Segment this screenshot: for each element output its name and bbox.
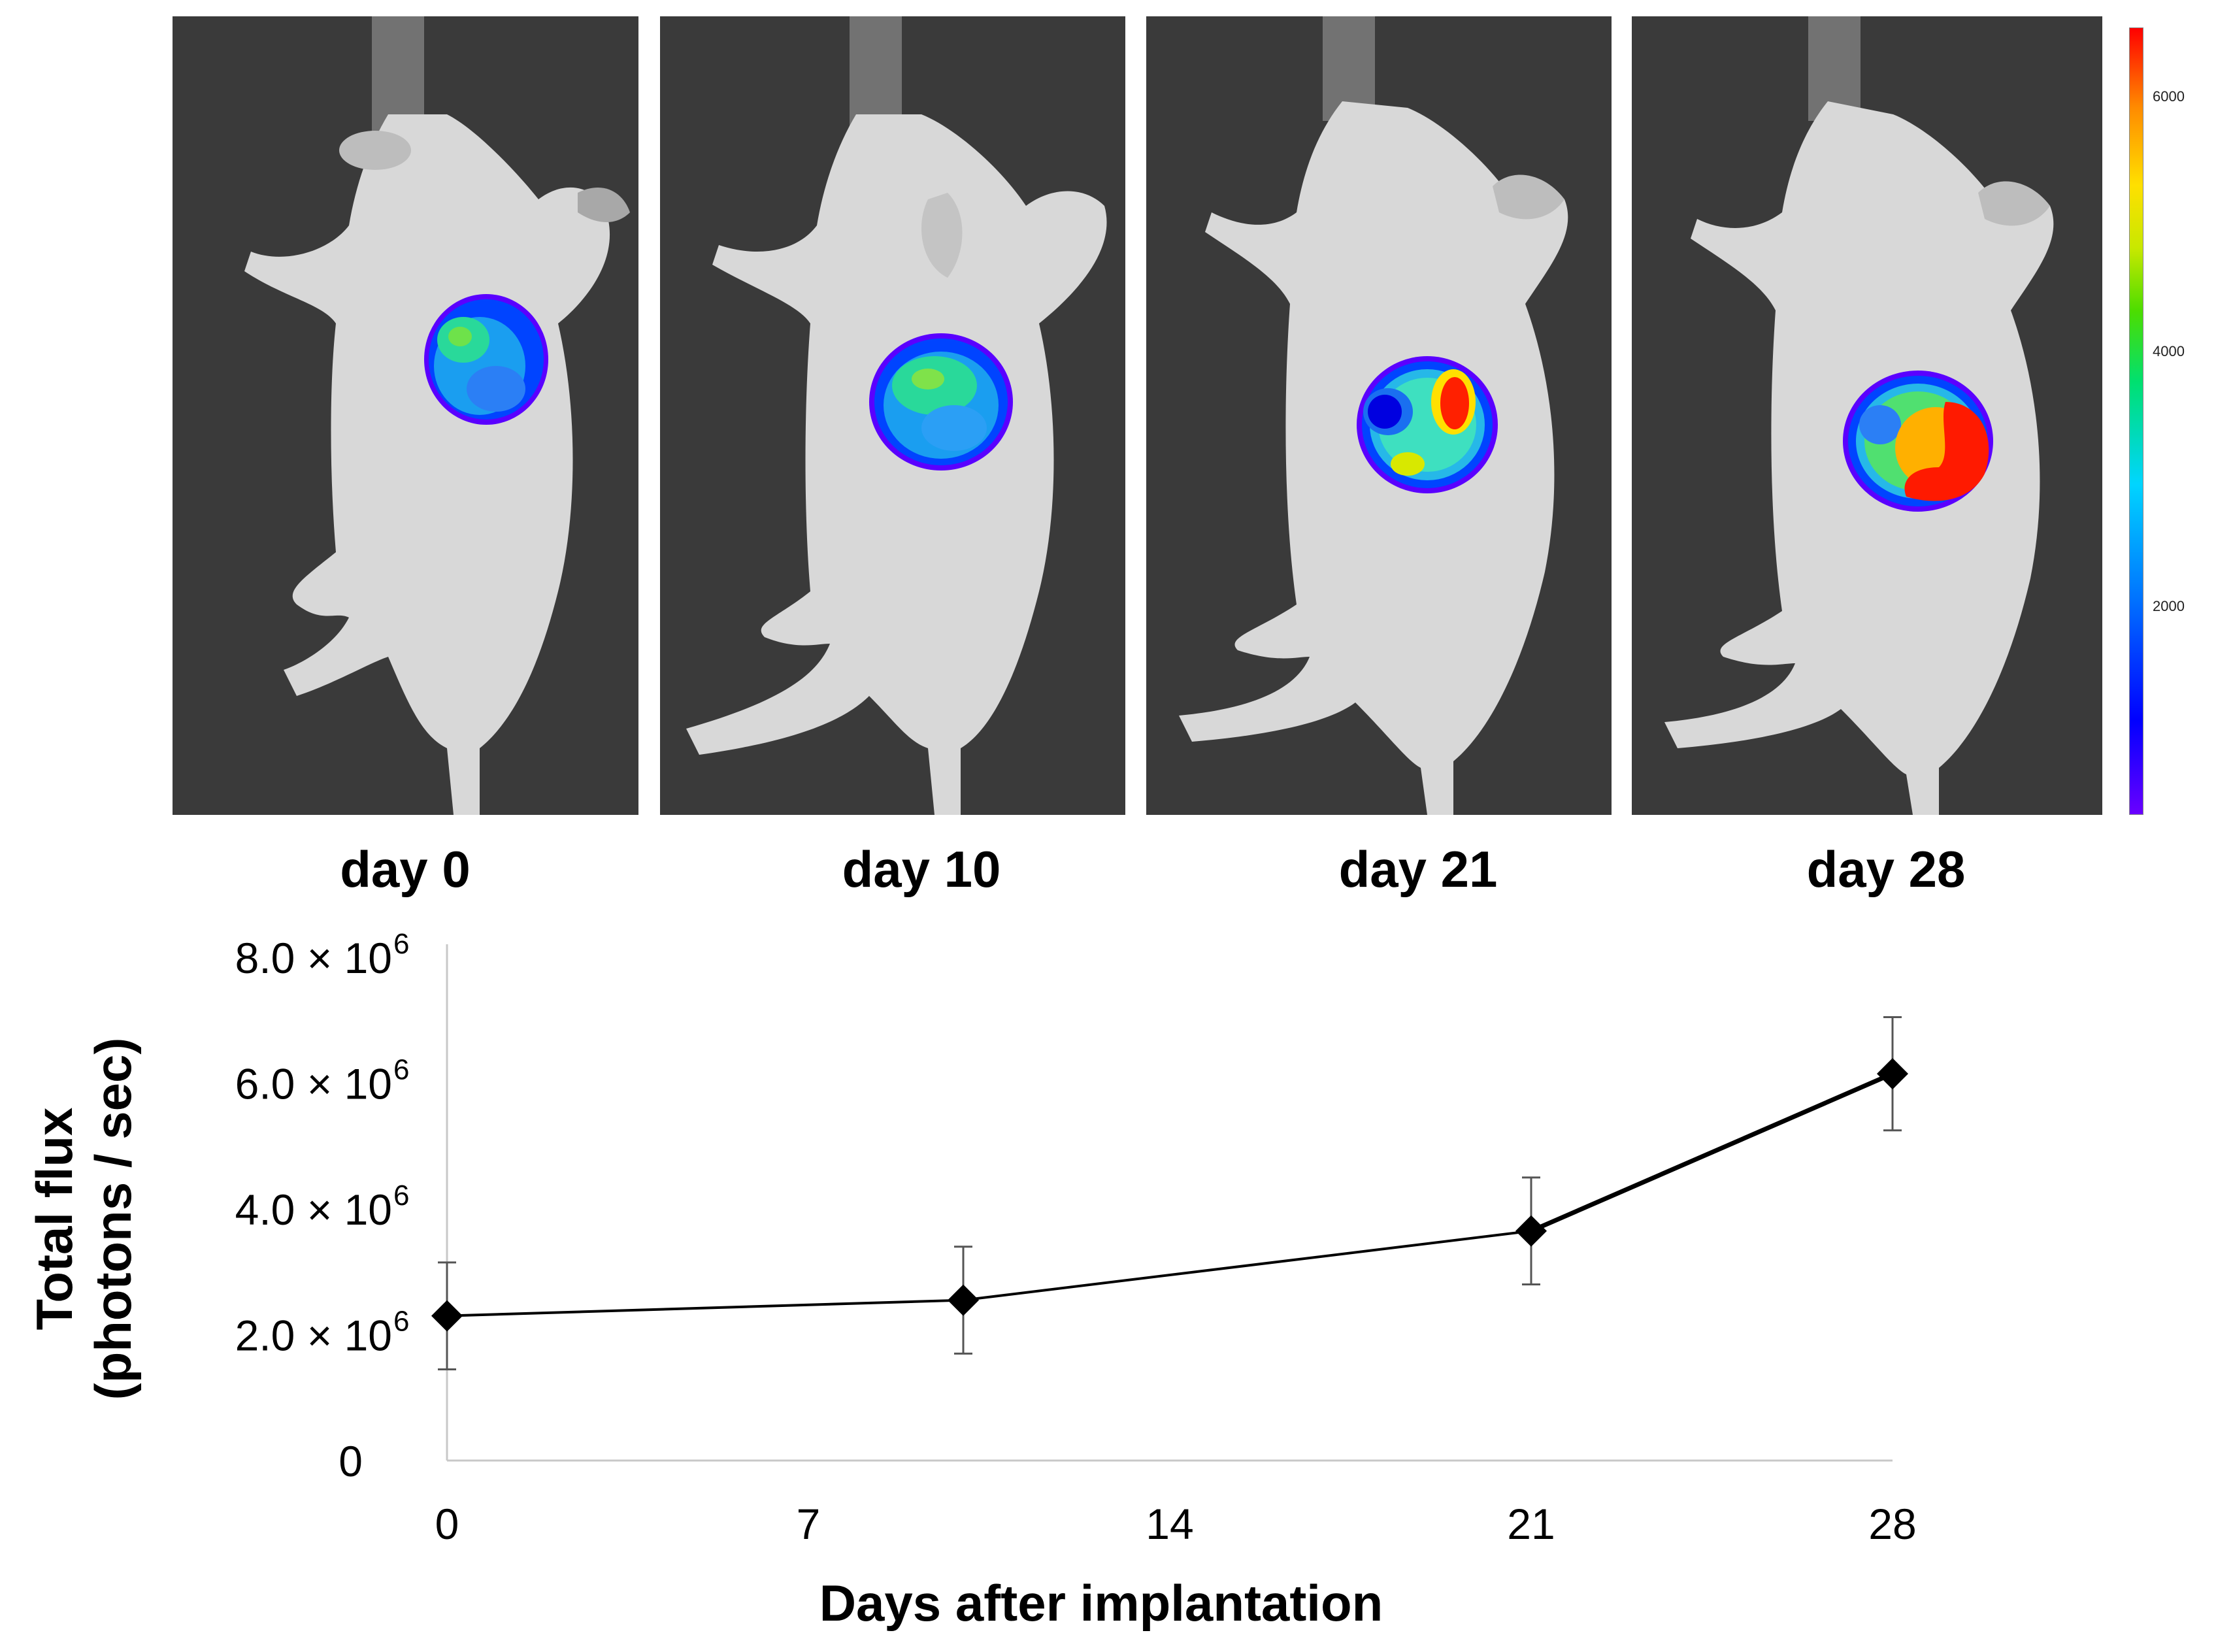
day-label: day 21 xyxy=(1338,840,1498,898)
x-tick-label: 7 xyxy=(797,1500,821,1548)
data-point-marker xyxy=(1877,1058,1908,1090)
y-tick-label: 0 xyxy=(339,1437,363,1485)
series-line-segment xyxy=(446,1298,964,1317)
data-point-marker xyxy=(948,1284,979,1316)
y-axis-title-units: (photons / sec) xyxy=(84,1038,142,1400)
y-axis-title: Total flux xyxy=(25,1108,83,1330)
y-tick-label: 8.0 × 10 xyxy=(235,934,392,982)
series-line-segment xyxy=(1530,1071,1894,1233)
data-point-marker xyxy=(1515,1215,1547,1247)
bioluminescence-image-day-10 xyxy=(660,16,1125,815)
x-tick-label: 21 xyxy=(1507,1500,1555,1548)
colorbar-tick-label: 6000 xyxy=(2153,88,2185,105)
colorbar-tick-label: 4000 xyxy=(2153,343,2185,359)
x-tick-label: 28 xyxy=(1868,1500,1916,1548)
y-tick-label: 2.0 × 10 xyxy=(235,1312,392,1360)
bioluminescence-image-day-0 xyxy=(173,16,638,815)
bioluminescence-image-day-28 xyxy=(1632,16,2102,815)
y-tick-exponent: 6 xyxy=(393,928,409,960)
x-axis-title: Days after implantation xyxy=(819,1574,1383,1632)
colorbar xyxy=(2129,27,2143,815)
y-tick-label: 4.0 × 10 xyxy=(235,1185,392,1234)
y-tick-exponent: 6 xyxy=(393,1054,409,1086)
day-label: day 10 xyxy=(842,840,1001,898)
series-line-segment xyxy=(963,1229,1532,1302)
day-label: day 28 xyxy=(1806,840,1966,898)
bioluminescence-image-day-21 xyxy=(1146,16,1612,815)
x-tick-label: 14 xyxy=(1146,1500,1193,1548)
data-point-marker xyxy=(431,1300,463,1332)
y-tick-exponent: 6 xyxy=(393,1180,409,1212)
x-tick-label: 0 xyxy=(435,1500,459,1548)
colorbar-tick-label: 2000 xyxy=(2153,598,2185,614)
y-tick-exponent: 6 xyxy=(393,1306,409,1338)
day-label: day 0 xyxy=(340,840,471,898)
y-tick-label: 6.0 × 10 xyxy=(235,1060,392,1108)
